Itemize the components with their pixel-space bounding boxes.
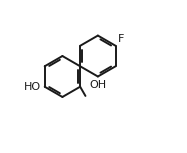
Text: HO: HO — [24, 82, 41, 92]
Text: F: F — [118, 34, 124, 44]
Text: OH: OH — [89, 80, 106, 90]
